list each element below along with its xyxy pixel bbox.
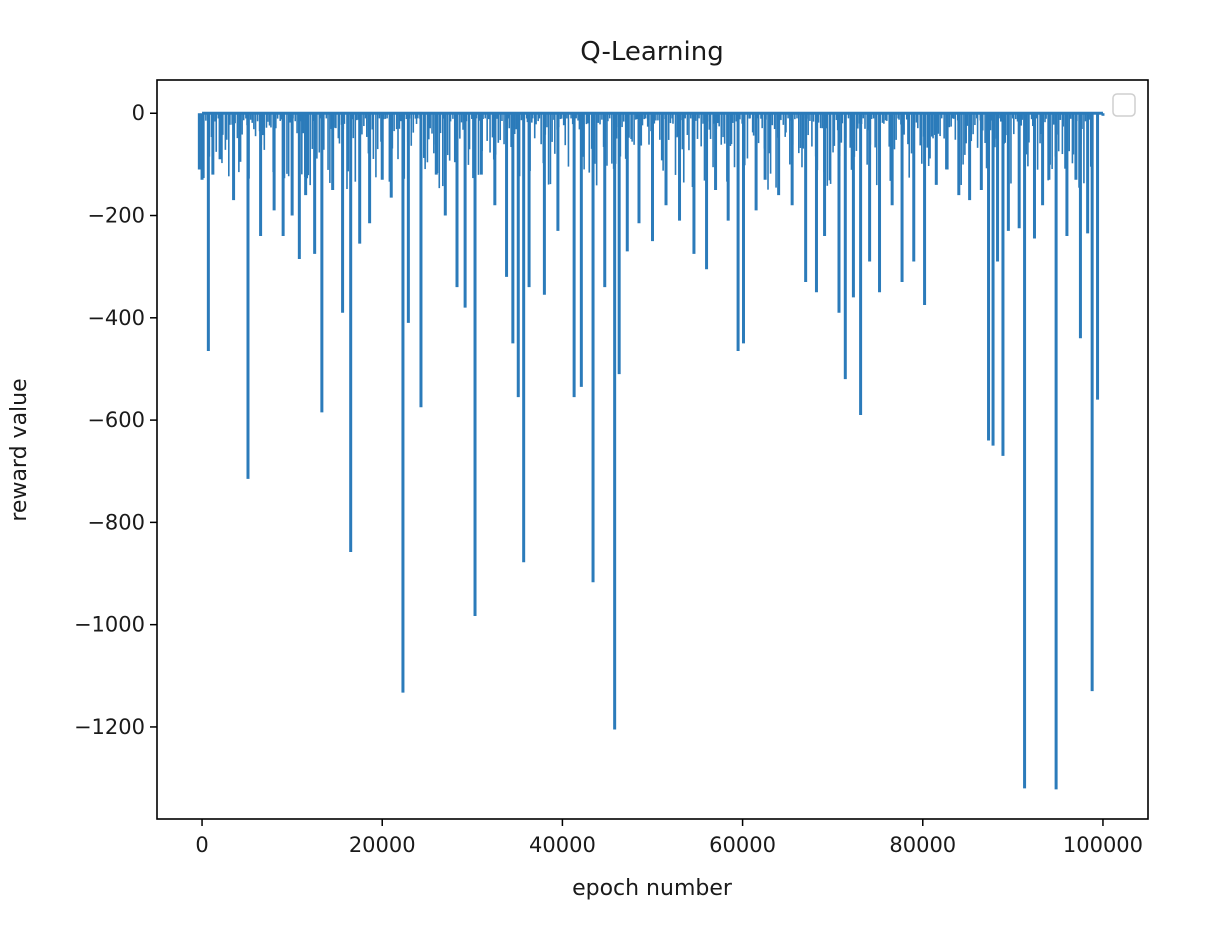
legend-box bbox=[1112, 93, 1136, 117]
x-tick-label: 60000 bbox=[709, 833, 776, 857]
y-tick-label: −400 bbox=[87, 306, 145, 330]
x-axis: 0 20000 40000 60000 80000 100000 bbox=[195, 819, 1143, 857]
x-tick-label: 0 bbox=[195, 833, 208, 857]
plot-frame bbox=[156, 79, 1149, 820]
y-tick-label: −600 bbox=[87, 408, 145, 432]
x-axis-title: epoch number bbox=[572, 876, 733, 901]
x-tick-label: 20000 bbox=[349, 833, 416, 857]
y-tick-label: −800 bbox=[87, 510, 145, 534]
y-axis: 0 −200 −400 −600 −800 −1000 −1200 bbox=[74, 101, 157, 739]
x-tick-label: 40000 bbox=[529, 833, 596, 857]
chart-title: Q-Learning bbox=[580, 37, 723, 67]
x-tick-label: 100000 bbox=[1063, 833, 1143, 857]
y-axis-title: reward value bbox=[7, 378, 32, 521]
y-tick-label: 0 bbox=[132, 101, 145, 125]
y-tick-label: −1200 bbox=[74, 715, 145, 739]
y-tick-label: −200 bbox=[87, 204, 145, 228]
y-tick-label: −1000 bbox=[74, 613, 145, 637]
x-tick-label: 80000 bbox=[889, 833, 956, 857]
series-spikes bbox=[197, 113, 1105, 790]
plot-area bbox=[197, 111, 1105, 790]
